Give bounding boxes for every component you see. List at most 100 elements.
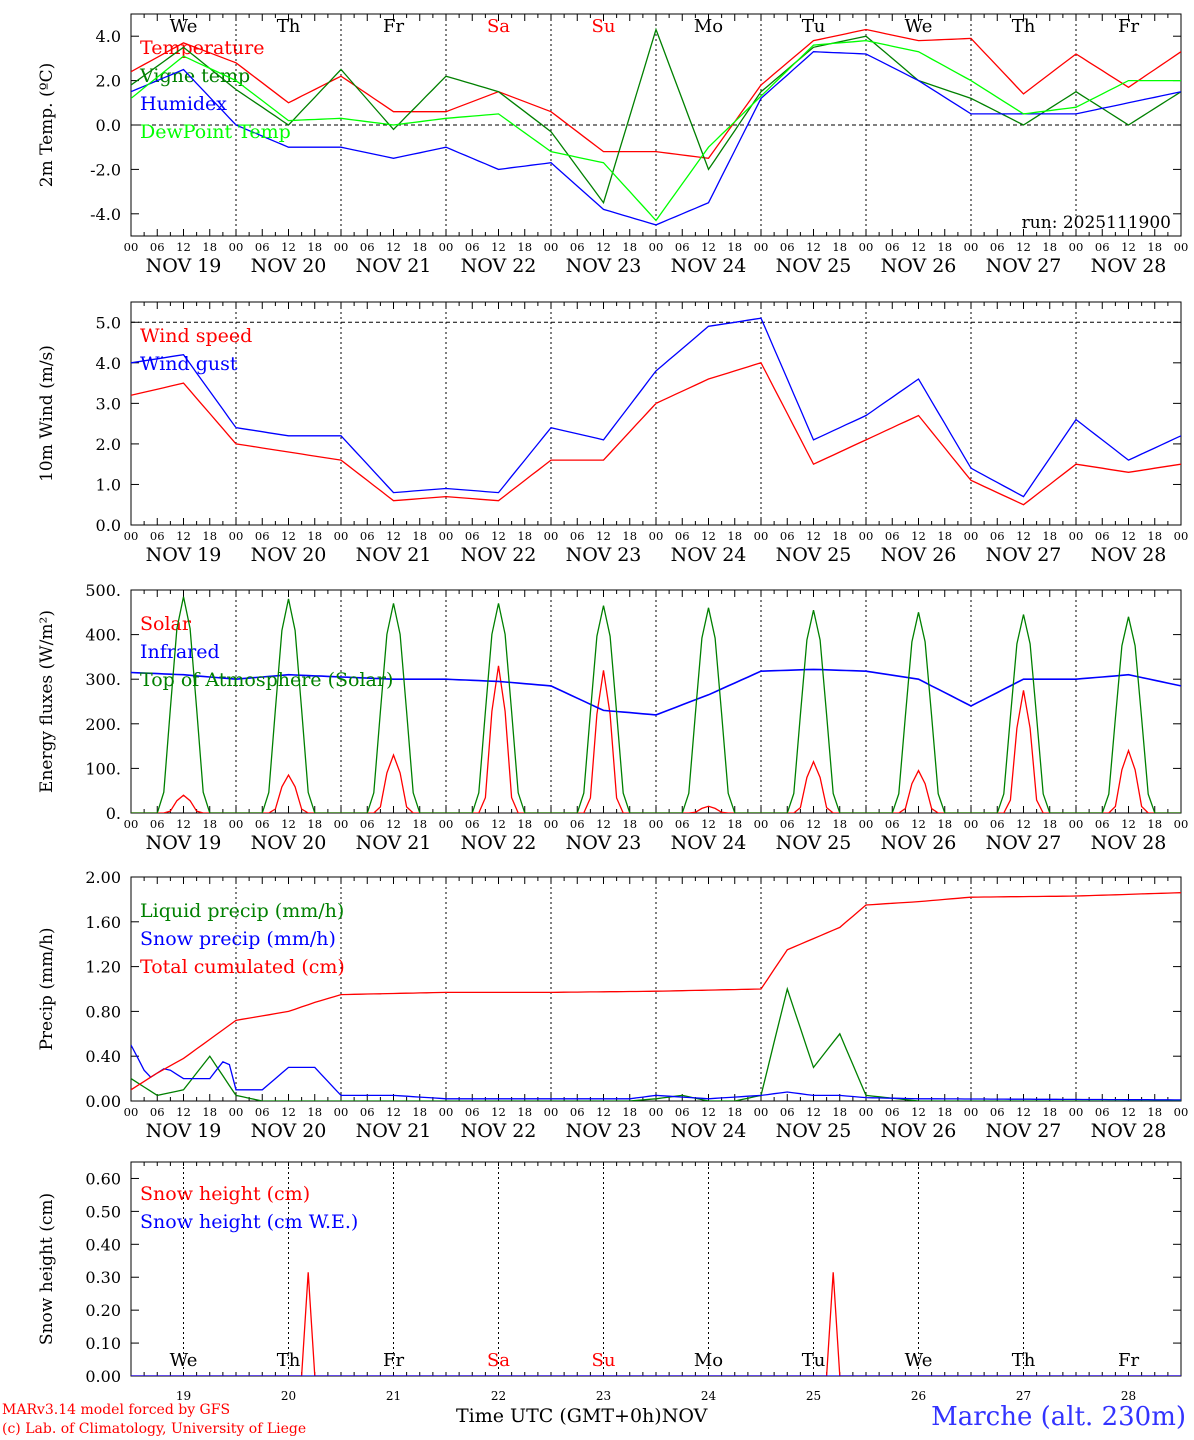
date-label: NOV 27 — [986, 832, 1062, 854]
hour-tick-label: 18 — [1042, 817, 1057, 831]
hour-tick-label: 00 — [859, 240, 874, 254]
hour-tick-label: 06 — [360, 240, 375, 254]
y-tick-label: 0.0 — [96, 116, 121, 135]
legend-entry: Infrared — [140, 641, 220, 663]
date-label: NOV 25 — [776, 544, 852, 566]
hour-tick-label: 06 — [150, 529, 165, 543]
weekday-label: Tu — [802, 1350, 826, 1371]
weekday-label: Th — [277, 16, 301, 37]
series-line — [131, 27, 1181, 205]
hour-tick-label: 12 — [1121, 1105, 1136, 1119]
hour-tick-label: 00 — [859, 817, 874, 831]
hour-tick-label: 12 — [596, 529, 611, 543]
hour-tick-label: 06 — [465, 817, 480, 831]
hour-tick-label: 12 — [386, 817, 401, 831]
hour-tick-label: 06 — [570, 529, 585, 543]
hour-tick-label: 18 — [937, 240, 952, 254]
hour-tick-label: 18 — [622, 817, 637, 831]
hour-tick-label: 06 — [465, 529, 480, 543]
legend-entry: Wind speed — [140, 325, 252, 347]
y-tick-label: 1.60 — [85, 913, 121, 932]
date-label: NOV 27 — [986, 1120, 1062, 1142]
hour-tick-label: 06 — [885, 529, 900, 543]
hour-tick-label: 00 — [964, 529, 979, 543]
y-tick-label: 300. — [85, 670, 121, 689]
hour-tick-label: 12 — [1121, 529, 1136, 543]
hour-tick-label: 06 — [150, 817, 165, 831]
y-tick-label: 1.20 — [85, 958, 121, 977]
series-line — [131, 51, 1181, 226]
hour-tick-label: 06 — [150, 1105, 165, 1119]
hour-tick-label: 00 — [649, 1105, 664, 1119]
day-number-label: 22 — [491, 1389, 506, 1403]
day-number-label: 23 — [596, 1389, 611, 1403]
date-label: NOV 21 — [356, 255, 432, 277]
series-line — [131, 1044, 1181, 1101]
y-tick-label: 0.00 — [85, 1367, 121, 1386]
hour-tick-label: 18 — [307, 1105, 322, 1119]
date-label: NOV 19 — [146, 255, 222, 277]
hour-tick-label: 12 — [701, 817, 716, 831]
hour-tick-label: 00 — [229, 1105, 244, 1119]
hour-tick-label: 00 — [334, 817, 349, 831]
hour-tick-label: 00 — [964, 240, 979, 254]
weekday-label: Tu — [802, 16, 826, 37]
time-axis-title: Time UTC (GMT+0h)NOV — [456, 1405, 707, 1427]
date-label: NOV 22 — [461, 255, 537, 277]
hour-tick-label: 12 — [491, 1105, 506, 1119]
date-label: NOV 26 — [881, 544, 957, 566]
hour-tick-label: 00 — [1174, 817, 1189, 831]
y-tick-label: 0.80 — [85, 1002, 121, 1021]
hour-tick-label: 00 — [964, 1105, 979, 1119]
hour-tick-label: 18 — [1147, 529, 1162, 543]
y-tick-label: 0.20 — [85, 1301, 121, 1320]
y-axis-label: 2m Temp. (ºC) — [37, 63, 57, 188]
series-line — [131, 668, 1181, 716]
date-label: NOV 22 — [461, 544, 537, 566]
hour-tick-label: 00 — [859, 529, 874, 543]
weekday-label: We — [170, 16, 198, 37]
y-tick-label: 4.0 — [96, 27, 121, 46]
date-label: NOV 28 — [1091, 1120, 1167, 1142]
hour-tick-label: 00 — [544, 529, 559, 543]
date-label: NOV 21 — [356, 832, 432, 854]
hour-tick-label: 12 — [806, 529, 821, 543]
legend-entry: Top of Atmosphere (Solar) — [140, 669, 393, 691]
hour-tick-label: 18 — [412, 1105, 427, 1119]
date-label: NOV 22 — [461, 1120, 537, 1142]
date-label: NOV 25 — [776, 255, 852, 277]
hour-tick-label: 00 — [229, 529, 244, 543]
day-number-label: 26 — [911, 1389, 926, 1403]
weekday-label: Fr — [383, 16, 404, 37]
y-tick-label: 3.0 — [96, 394, 121, 413]
hour-tick-label: 00 — [334, 1105, 349, 1119]
day-number-label: 27 — [1016, 1389, 1031, 1403]
hour-tick-label: 06 — [255, 817, 270, 831]
hour-tick-label: 00 — [754, 240, 769, 254]
legend-entry: Snow height (cm W.E.) — [140, 1211, 358, 1233]
hour-tick-label: 00 — [964, 817, 979, 831]
y-tick-label: 2.0 — [96, 435, 121, 454]
hour-tick-label: 06 — [255, 529, 270, 543]
hour-tick-label: 00 — [124, 240, 139, 254]
hour-tick-label: 12 — [281, 1105, 296, 1119]
hour-tick-label: 06 — [990, 1105, 1005, 1119]
weekday-label: Su — [592, 1350, 616, 1371]
weekday-label: Fr — [1118, 16, 1139, 37]
day-number-label: 21 — [386, 1389, 401, 1403]
hour-tick-label: 06 — [990, 529, 1005, 543]
date-label: NOV 23 — [566, 832, 642, 854]
hour-tick-label: 12 — [701, 529, 716, 543]
day-number-label: 20 — [281, 1389, 296, 1403]
hour-tick-label: 18 — [517, 529, 532, 543]
hour-tick-label: 06 — [675, 817, 690, 831]
y-tick-label: 0.50 — [85, 1202, 121, 1221]
hour-tick-label: 12 — [701, 1105, 716, 1119]
time-axis-label: Time UTC (GMT+0h) — [456, 1405, 662, 1427]
y-axis-label: Precip (mm/h) — [37, 927, 57, 1050]
series-line — [131, 39, 1181, 222]
hour-tick-label: 00 — [754, 1105, 769, 1119]
hour-tick-label: 12 — [1121, 817, 1136, 831]
hour-tick-label: 18 — [1147, 1105, 1162, 1119]
y-tick-label: 0. — [106, 804, 121, 823]
